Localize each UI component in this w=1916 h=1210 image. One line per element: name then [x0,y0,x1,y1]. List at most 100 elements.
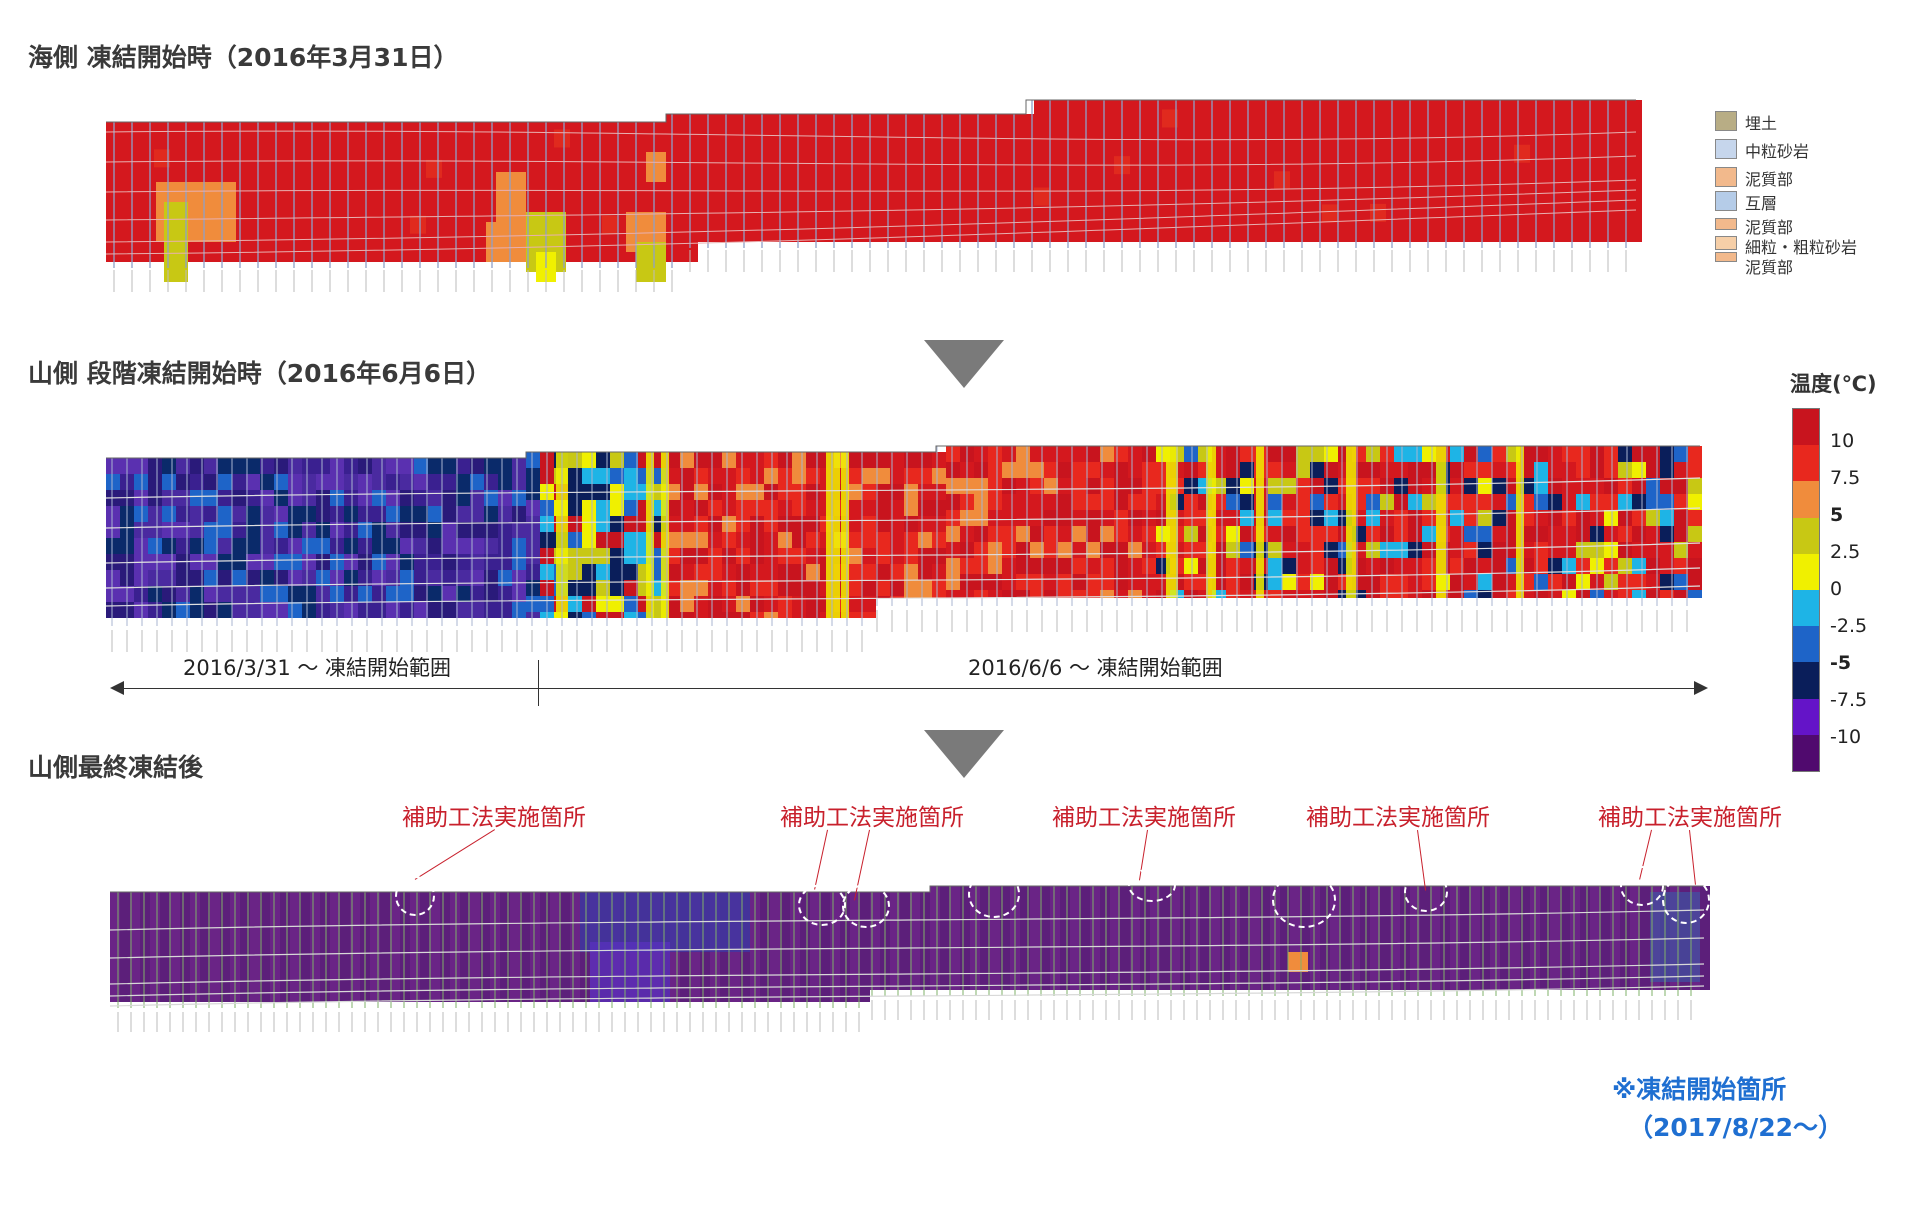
cell [904,452,918,468]
cell [204,490,218,506]
legend-swatch-fine-coarse-sandstone [1715,236,1737,250]
cell [666,468,680,484]
cell [582,500,596,516]
cell [1500,886,1510,990]
cell [1478,558,1492,574]
geology-line [106,585,1701,607]
cell [806,468,820,484]
cell [1478,526,1492,542]
legend-label-fine-coarse-sandstone: 細粒・粗粒砂岩 [1745,238,1858,257]
cell [320,892,330,1002]
cell [400,602,414,618]
cell [1562,574,1576,590]
cell [1548,478,1562,494]
panel3-diagram [110,862,1710,1062]
cell [106,554,120,570]
cell [1120,886,1130,990]
cell [1604,494,1618,510]
cell [1114,478,1128,494]
cell [302,490,316,506]
cell [694,468,708,484]
cell [1366,574,1380,590]
cell [218,586,232,602]
cell [1594,100,1610,242]
cell [806,612,820,618]
cell [134,506,148,522]
cell [1408,510,1422,526]
legend-swatch-alternating [1715,191,1737,211]
cell [610,532,624,548]
cell [974,494,988,510]
cell [860,892,870,1002]
range-label-right: 2016/6/6 ～ 凍結開始範囲 [968,656,1223,680]
cell [260,570,274,586]
cell [470,474,484,490]
cell [442,570,456,586]
cell [988,510,1002,526]
cell [1100,510,1114,526]
cell [806,500,820,516]
cell [1128,542,1142,558]
yellow-band [1436,446,1446,598]
cell [1422,494,1436,510]
cell [1282,510,1296,526]
cell [1000,886,1010,990]
cell [1044,558,1058,574]
cell [386,474,400,490]
cell [1002,462,1016,478]
cell [302,506,316,522]
cell [526,596,540,612]
cell [260,554,274,570]
cell [918,532,932,548]
cell [792,468,806,484]
cell [176,586,190,602]
cell [666,580,680,596]
panel2-diagram [106,418,1706,658]
cell [1492,462,1506,478]
cell [946,558,960,574]
cell [346,122,362,262]
cell [484,506,498,522]
cell [568,612,582,618]
cell [810,892,820,1002]
cell [162,522,176,538]
cell [694,596,708,612]
cell [792,612,806,618]
cell [988,526,1002,542]
cell [906,114,922,242]
cell [974,558,988,574]
yellow-band [1256,446,1264,598]
cell [1340,886,1350,990]
cell [316,554,330,570]
cell [862,580,876,596]
cell [344,554,358,570]
cell [762,114,778,242]
cell [1478,478,1492,494]
cell [1610,100,1626,242]
cell [582,548,596,564]
cell [1044,446,1058,462]
cell [1130,100,1146,242]
cell [316,570,330,586]
cell [1562,100,1578,242]
cell [426,159,442,178]
cell [560,892,570,1002]
cell [1184,478,1198,494]
cell [1478,574,1492,590]
cell [1618,526,1632,542]
cell [1604,446,1618,462]
range-arrow-left-icon [110,681,124,695]
cell [1562,510,1576,526]
cell [1044,510,1058,526]
cell [1114,590,1128,598]
cell [946,542,960,558]
cell [1688,574,1702,590]
cell [1576,574,1590,590]
cell [918,484,932,500]
cell [1394,494,1408,510]
cell [246,474,260,490]
cell [512,522,526,538]
cell [410,892,420,1002]
cell [526,548,540,564]
cell [1058,510,1072,526]
